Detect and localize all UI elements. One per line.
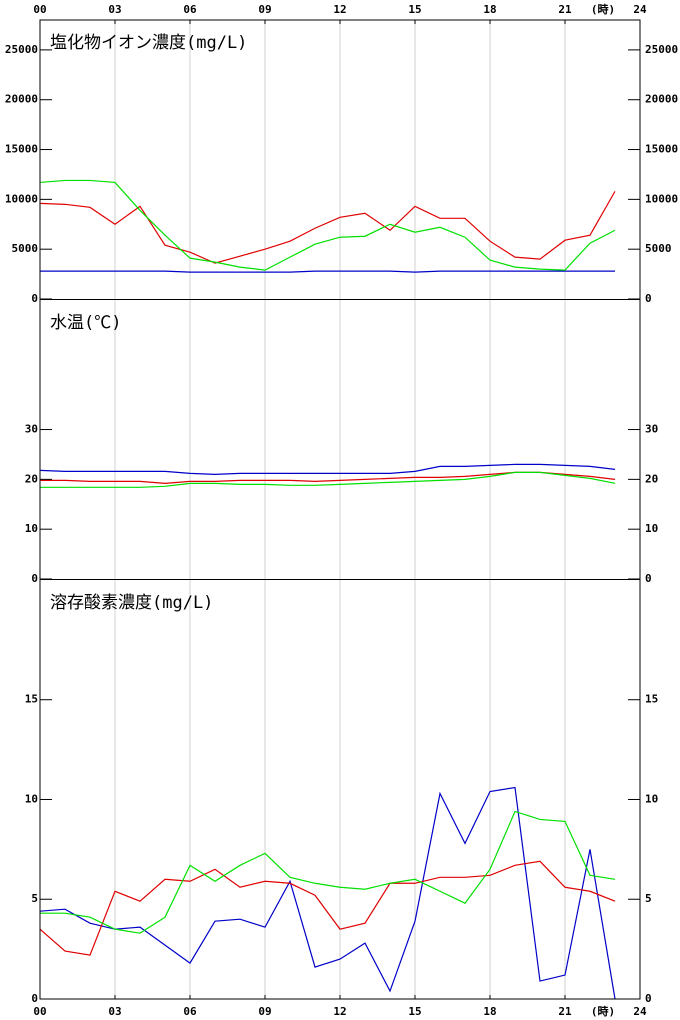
y-tick-label: 5000: [645, 242, 672, 255]
x-tick-label: 03: [108, 1005, 121, 1018]
series-line: [40, 810, 616, 934]
x-tick-label: 24: [633, 1005, 647, 1018]
y-tick-label: 0: [31, 572, 38, 585]
y-tick-label: 5: [645, 892, 652, 905]
y-tick-label: 0: [645, 572, 652, 585]
grid-layer: [39, 20, 641, 999]
y-tick-label: 0: [645, 992, 652, 1005]
y-tick-label: 15: [25, 693, 38, 706]
series-line: [40, 471, 616, 488]
x-tick-label: 12: [333, 3, 346, 16]
series-line: [40, 270, 615, 273]
y-tick-label: 20: [645, 472, 658, 485]
series-line: [39, 191, 616, 264]
y-tick-label: 10: [645, 522, 658, 535]
y-tick-label: 5000: [12, 242, 39, 255]
x-unit: (時): [591, 2, 615, 16]
panel-title: 溶存酸素濃度(mg/L): [50, 593, 213, 613]
panel-title: 水温(℃): [50, 313, 121, 333]
x-tick-label: 21: [558, 1005, 572, 1018]
series-line: [39, 179, 616, 271]
y-tick-label: 5: [31, 892, 38, 905]
y-tick-label: 0: [31, 292, 38, 305]
x-tick-label: 00: [33, 3, 46, 16]
x-unit: (時): [591, 1004, 615, 1018]
y-tick-label: 10: [25, 522, 38, 535]
y-tick-label: 20: [25, 472, 38, 485]
y-tick-label: 25000: [5, 43, 38, 56]
marks-layer: [39, 179, 616, 1000]
x-tick-label: 18: [483, 1005, 496, 1018]
y-tick-label: 10000: [5, 192, 38, 205]
y-tick-label: 0: [645, 292, 652, 305]
x-tick-label: 15: [408, 3, 421, 16]
x-tick-label: 00: [33, 1005, 46, 1018]
y-tick-label: 10: [25, 792, 38, 805]
y-tick-label: 25000: [645, 43, 678, 56]
y-tick-label: 30: [25, 423, 38, 436]
series-line: [39, 463, 616, 475]
x-tick-label: 24: [633, 3, 647, 16]
x-tick-label: 06: [183, 1005, 197, 1018]
y-tick-label: 20000: [5, 93, 38, 106]
y-tick-label: 10: [645, 792, 658, 805]
y-tick-label: 20000: [645, 93, 678, 106]
series-line: [39, 786, 616, 1000]
series-line: [40, 471, 616, 484]
x-tick-label: 18: [483, 3, 496, 16]
x-tick-label: 06: [183, 3, 197, 16]
y-tick-label: 10000: [645, 192, 678, 205]
y-tick-label: 15000: [5, 143, 38, 156]
y-tick-label: 0: [31, 992, 38, 1005]
x-tick-label: 09: [258, 3, 271, 16]
y-tick-label: 15: [645, 693, 658, 706]
x-tick-label: 12: [333, 1005, 346, 1018]
series-line: [39, 860, 616, 956]
y-tick-label: 30: [645, 423, 658, 436]
y-tick-label: 15000: [645, 143, 678, 156]
x-tick-label: 15: [408, 1005, 421, 1018]
panel-title: 塩化物イオン濃度(mg/L): [50, 33, 247, 53]
x-tick-label: 21: [558, 3, 572, 16]
x-tick-label: 03: [108, 3, 121, 16]
x-tick-label: 09: [258, 1005, 271, 1018]
